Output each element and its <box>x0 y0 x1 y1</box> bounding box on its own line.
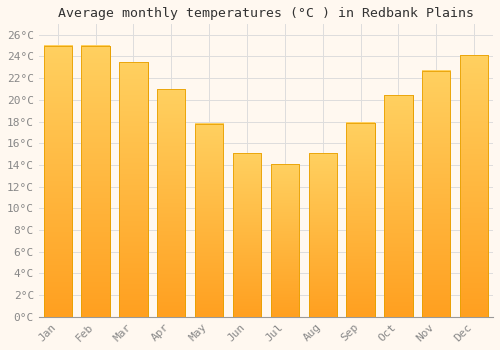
Bar <box>346 122 375 317</box>
Bar <box>233 153 261 317</box>
Bar <box>44 46 72 317</box>
Bar <box>460 55 488 317</box>
Bar <box>82 46 110 317</box>
Bar <box>270 164 299 317</box>
Bar <box>422 71 450 317</box>
Bar <box>308 153 337 317</box>
Bar <box>157 89 186 317</box>
Bar <box>270 164 299 317</box>
Bar <box>233 153 261 317</box>
Bar <box>157 89 186 317</box>
Bar <box>119 62 148 317</box>
Bar <box>82 46 110 317</box>
Bar <box>119 62 148 317</box>
Bar <box>422 71 450 317</box>
Bar <box>44 46 72 317</box>
Title: Average monthly temperatures (°C ) in Redbank Plains: Average monthly temperatures (°C ) in Re… <box>58 7 474 20</box>
Bar <box>195 124 224 317</box>
Bar <box>346 122 375 317</box>
Bar <box>195 124 224 317</box>
Bar <box>460 55 488 317</box>
Bar <box>384 96 412 317</box>
Bar <box>308 153 337 317</box>
Bar <box>384 96 412 317</box>
